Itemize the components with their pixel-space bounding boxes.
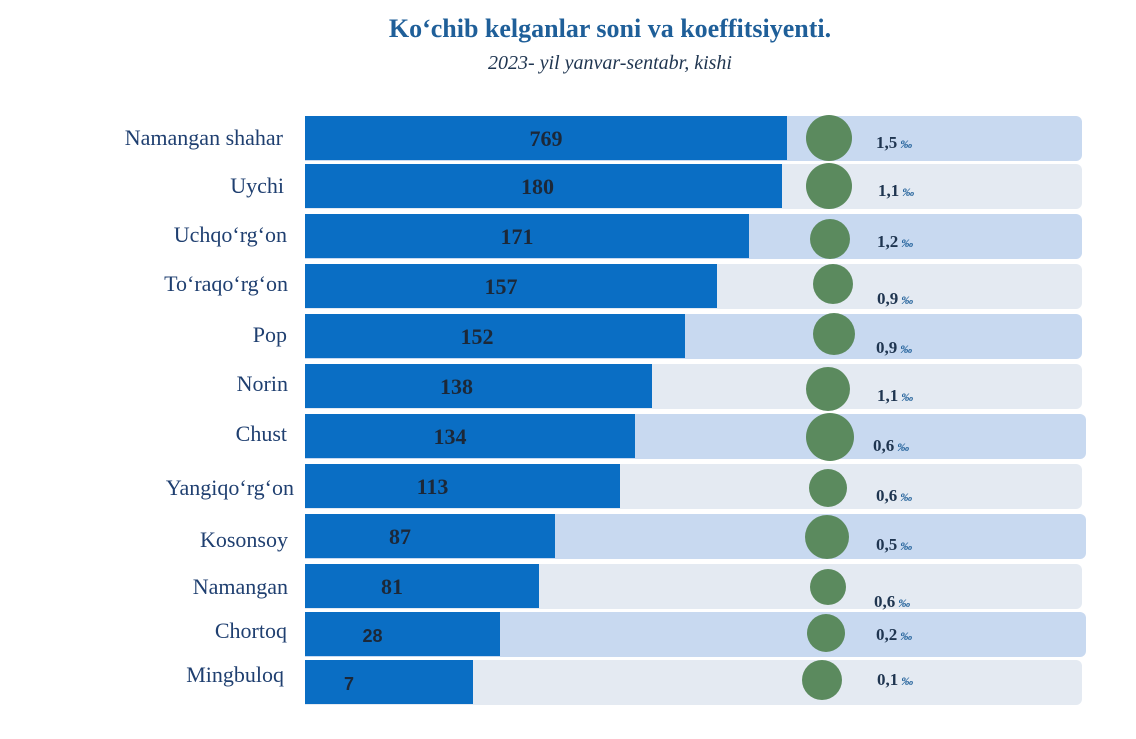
count-label: 171 — [500, 224, 534, 249]
coefficient-label: 0,6 ‰ — [873, 436, 909, 456]
count-bar — [305, 612, 500, 656]
category-label: Pop — [252, 322, 287, 347]
category-label: Chust — [235, 421, 287, 446]
coefficient-dot — [802, 660, 842, 700]
coefficient-dot — [810, 569, 846, 605]
coefficient-dot — [809, 469, 847, 507]
coefficient-value: 0,5 — [876, 535, 898, 554]
coefficient-value: 0,9 — [876, 338, 898, 357]
chart-subtitle: 2023- yil yanvar-sentabr, kishi — [487, 52, 732, 74]
permille-unit: ‰ — [900, 539, 913, 553]
count-label: 138 — [440, 374, 473, 399]
coefficient-value: 0,2 — [876, 625, 898, 644]
count-label: 157 — [484, 274, 518, 299]
count-label: 87 — [389, 524, 411, 549]
coefficient-dot — [806, 163, 852, 209]
coefficient-value: 0,6 — [873, 436, 895, 455]
permille-unit: ‰ — [901, 236, 914, 250]
coefficient-label: 0,9 ‰ — [877, 289, 913, 309]
category-label: Mingbuloq — [186, 662, 284, 687]
coefficient-label: 1,1 ‰ — [877, 386, 913, 406]
coefficient-label: 0,2 ‰ — [876, 625, 912, 645]
coefficient-label: 1,2 ‰ — [877, 232, 913, 252]
coefficient-dot — [807, 614, 845, 652]
coefficient-value: 1,1 — [878, 181, 900, 200]
count-label: 7 — [343, 674, 354, 694]
permille-unit: ‰ — [900, 137, 913, 151]
count-label: 134 — [433, 424, 467, 449]
coefficient-label: 1,1 ‰ — [878, 181, 914, 201]
count-bar — [305, 314, 685, 358]
category-label: Uchqo‘rg‘on — [173, 222, 287, 247]
category-label: Kosonsoy — [199, 527, 288, 552]
category-label: Namangan shahar — [124, 125, 283, 150]
coefficient-dot — [806, 367, 850, 411]
permille-unit: ‰ — [900, 490, 913, 504]
coefficient-dot — [813, 313, 855, 355]
permille-unit: ‰ — [900, 629, 913, 643]
coefficient-label: 0,5 ‰ — [876, 535, 912, 555]
permille-unit: ‰ — [898, 596, 911, 610]
count-bar — [305, 564, 539, 608]
category-label: Uychi — [230, 173, 284, 198]
coefficient-value: 0,9 — [877, 289, 899, 308]
permille-unit: ‰ — [902, 185, 915, 199]
count-bar — [305, 116, 787, 160]
count-label: 180 — [521, 174, 554, 199]
coefficient-dot — [805, 515, 849, 559]
category-label: Norin — [236, 371, 288, 396]
permille-unit: ‰ — [897, 440, 910, 454]
permille-unit: ‰ — [901, 293, 914, 307]
count-bar — [305, 514, 555, 558]
coefficient-dot — [806, 115, 852, 161]
coefficient-dot — [813, 264, 853, 304]
count-bar — [305, 214, 749, 258]
count-bar — [305, 364, 652, 408]
coefficient-value: 0,1 — [877, 670, 899, 689]
count-bar — [305, 164, 782, 208]
coefficient-value: 0,6 — [874, 592, 896, 611]
coefficient-value: 1,1 — [877, 386, 899, 405]
coefficient-label: 1,5 ‰ — [876, 133, 912, 153]
coefficient-dot — [806, 413, 854, 461]
count-bar — [305, 464, 620, 508]
coefficient-value: 0,6 — [876, 486, 898, 505]
count-bar — [305, 414, 635, 458]
permille-unit: ‰ — [901, 390, 914, 404]
coefficient-label: 0,9 ‰ — [876, 338, 912, 358]
count-label: 81 — [381, 574, 403, 599]
category-label: Namangan — [192, 574, 288, 599]
permille-unit: ‰ — [901, 674, 914, 688]
chart-title: Ko‘chib kelganlar soni va koeffitsiyenti… — [388, 14, 832, 43]
count-label: 28 — [362, 626, 383, 646]
coefficient-value: 1,5 — [876, 133, 898, 152]
permille-unit: ‰ — [900, 342, 913, 356]
count-label: 769 — [529, 126, 563, 151]
category-label: To‘raqo‘rg‘on — [164, 271, 288, 296]
category-label: Chortoq — [214, 618, 287, 643]
count-bar — [305, 264, 717, 308]
coefficient-dot — [810, 219, 850, 259]
coefficient-value: 1,2 — [877, 232, 899, 251]
category-label: Yangiqo‘rg‘on — [165, 475, 294, 500]
coefficient-label: 0,6 ‰ — [874, 592, 910, 612]
coefficient-label: 0,1 ‰ — [877, 670, 913, 690]
count-label: 113 — [416, 474, 449, 499]
count-bar — [305, 660, 473, 704]
coefficient-label: 0,6 ‰ — [876, 486, 912, 506]
count-label: 152 — [460, 324, 494, 349]
